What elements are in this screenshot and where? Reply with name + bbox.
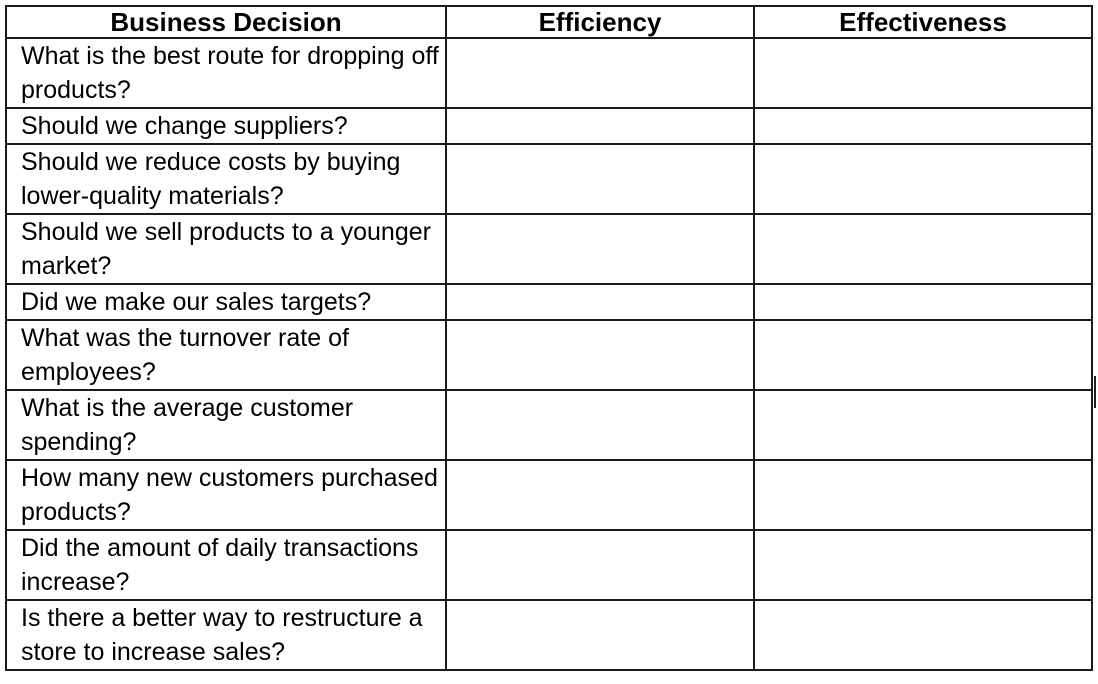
table-row: What is the average customer spending?: [5, 389, 1093, 461]
business-decision-table: Business Decision Efficiency Effectivene…: [5, 5, 1093, 671]
table-row: What is the best route for dropping off …: [5, 37, 1093, 109]
effectiveness-cell[interactable]: [753, 529, 1093, 601]
decision-cell: Should we sell products to a younger mar…: [5, 213, 447, 285]
decision-cell: Should we change suppliers?: [5, 107, 447, 145]
table-row: Should we reduce costs by buying lower-q…: [5, 143, 1093, 215]
decision-cell: Did the amount of daily transactions inc…: [5, 529, 447, 601]
efficiency-cell[interactable]: [445, 213, 755, 285]
effectiveness-cell[interactable]: [753, 107, 1093, 145]
table-row: Should we sell products to a younger mar…: [5, 213, 1093, 285]
decision-cell: How many new customers purchased product…: [5, 459, 447, 531]
effectiveness-cell[interactable]: [753, 389, 1093, 461]
effectiveness-cell[interactable]: [753, 283, 1093, 321]
decision-cell: What is the best route for dropping off …: [5, 37, 447, 109]
header-efficiency: Efficiency: [445, 5, 755, 39]
table-row: How many new customers purchased product…: [5, 459, 1093, 531]
table-row: What was the turnover rate of employees?: [5, 319, 1093, 391]
table-row: Should we change suppliers?: [5, 107, 1093, 145]
effectiveness-cell[interactable]: [753, 37, 1093, 109]
efficiency-cell[interactable]: [445, 319, 755, 391]
efficiency-cell[interactable]: [445, 599, 755, 671]
header-row: Business Decision Efficiency Effectivene…: [5, 5, 1093, 39]
decision-cell: Is there a better way to restructure a s…: [5, 599, 447, 671]
efficiency-cell[interactable]: [445, 283, 755, 321]
header-business-decision: Business Decision: [5, 5, 447, 39]
effectiveness-cell[interactable]: [753, 459, 1093, 531]
table-row: Is there a better way to restructure a s…: [5, 599, 1093, 671]
table-row: Did the amount of daily transactions inc…: [5, 529, 1093, 601]
header-effectiveness: Effectiveness: [753, 5, 1093, 39]
decision-cell: Should we reduce costs by buying lower-q…: [5, 143, 447, 215]
text-cursor-mark: [1094, 376, 1096, 408]
effectiveness-cell[interactable]: [753, 213, 1093, 285]
effectiveness-cell[interactable]: [753, 599, 1093, 671]
decision-cell: What was the turnover rate of employees?: [5, 319, 447, 391]
effectiveness-cell[interactable]: [753, 319, 1093, 391]
efficiency-cell[interactable]: [445, 389, 755, 461]
decision-cell: What is the average customer spending?: [5, 389, 447, 461]
effectiveness-cell[interactable]: [753, 143, 1093, 215]
decision-cell: Did we make our sales targets?: [5, 283, 447, 321]
efficiency-cell[interactable]: [445, 459, 755, 531]
efficiency-cell[interactable]: [445, 37, 755, 109]
efficiency-cell[interactable]: [445, 529, 755, 601]
efficiency-cell[interactable]: [445, 107, 755, 145]
table-row: Did we make our sales targets?: [5, 283, 1093, 321]
efficiency-cell[interactable]: [445, 143, 755, 215]
